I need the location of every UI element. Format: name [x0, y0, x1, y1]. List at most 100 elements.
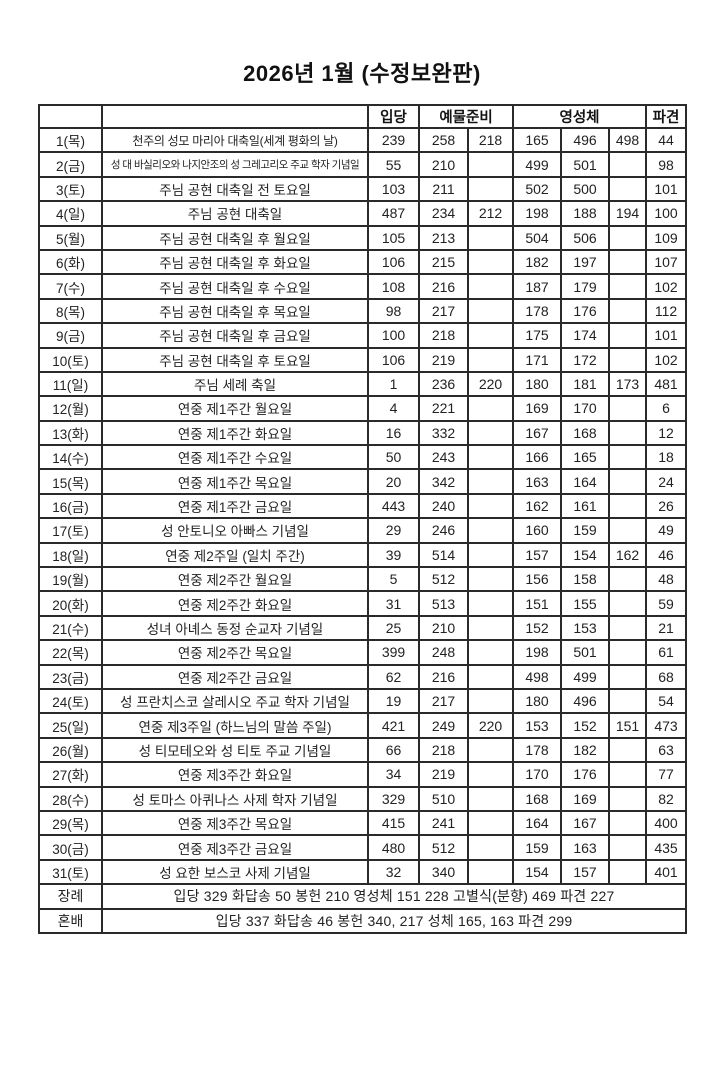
hymn-cell: 243	[418, 444, 469, 471]
table-row: 3(토) 주님 공현 대축일 전 토요일 103 211 502 500 101	[38, 175, 687, 203]
hymn-cell: 158	[560, 566, 610, 593]
day-cell: 24(토)	[38, 687, 103, 715]
feast-cell: 연중 제1주간 화요일	[101, 419, 369, 447]
hymn-cell: 159	[512, 834, 562, 861]
hymn-cell: 24	[645, 468, 687, 495]
hymn-cell: 151	[512, 590, 562, 617]
hymn-cell: 152	[512, 614, 562, 642]
hymn-cell: 16	[367, 419, 420, 447]
hymn-cell: 510	[418, 785, 469, 812]
hymn-cell	[608, 468, 647, 495]
feast-cell: 연중 제1주간 목요일	[101, 468, 369, 495]
hymn-cell: 182	[560, 736, 610, 764]
table-row: 15(목) 연중 제1주간 목요일 20 342 163 164 24	[38, 468, 687, 495]
hymn-cell: 107	[645, 248, 687, 276]
hymn-cell: 506	[560, 224, 610, 251]
hymn-cell: 221	[418, 395, 469, 422]
hymn-cell: 112	[645, 297, 687, 325]
table-row: 13(화) 연중 제1주간 화요일 16 332 167 168 12	[38, 419, 687, 447]
day-cell: 13(화)	[38, 419, 103, 447]
hymn-cell: 210	[418, 614, 469, 642]
feast-cell: 주님 공현 대축일 후 목요일	[101, 297, 369, 325]
hymn-cell: 77	[645, 761, 687, 788]
hymn-cell: 180	[512, 687, 562, 715]
hymn-cell	[608, 248, 647, 276]
hymn-cell: 240	[418, 492, 469, 520]
feast-cell: 연중 제3주간 화요일	[101, 761, 369, 788]
hymn-cell: 213	[418, 224, 469, 251]
day-cell: 7(수)	[38, 273, 103, 300]
hymn-cell: 216	[418, 663, 469, 691]
hymn-cell	[608, 614, 647, 642]
day-cell: 9(금)	[38, 322, 103, 349]
hymn-cell	[608, 566, 647, 593]
hymn-cell: 212	[467, 200, 514, 227]
hymn-cell: 197	[560, 248, 610, 276]
hymn-cell: 98	[367, 297, 420, 325]
feast-cell: 천주의 성모 마리아 대축일(세계 평화의 날)	[101, 126, 369, 154]
calendar-table-body: 1(목) 천주의 성모 마리아 대축일(세계 평화의 날) 239 258 21…	[38, 126, 687, 886]
hymn-cell	[608, 639, 647, 666]
table-row: 31(토) 성 요한 보스코 사제 기념일 32 340 154 157 401	[38, 858, 687, 886]
table-row: 23(금) 연중 제2주간 금요일 62 216 498 499 68	[38, 663, 687, 691]
day-cell: 1(목)	[38, 126, 103, 154]
hymn-cell: 234	[418, 200, 469, 227]
table-row: 10(토) 주님 공현 대축일 후 토요일 106 219 171 172 10…	[38, 346, 687, 373]
hymn-cell: 176	[560, 297, 610, 325]
hymn-cell: 100	[645, 200, 687, 227]
hymn-cell: 18	[645, 444, 687, 471]
hymn-cell	[467, 785, 514, 812]
hymn-cell	[467, 517, 514, 544]
table-row: 24(토) 성 프란치스코 살레시오 주교 학자 기념일 19 217 180 …	[38, 687, 687, 715]
hymn-cell: 512	[418, 566, 469, 593]
day-cell: 17(토)	[38, 517, 103, 544]
feast-cell: 성 대 바실리오와 나지안조의 성 그레고리오 주교 학자 기념일	[101, 151, 369, 178]
table-row: 22(목) 연중 제2주간 목요일 399 248 198 501 61	[38, 639, 687, 666]
hymn-cell	[608, 151, 647, 178]
hymn-cell: 165	[512, 126, 562, 154]
hymn-cell: 49	[645, 517, 687, 544]
hymn-cell: 164	[560, 468, 610, 495]
hymn-cell: 63	[645, 736, 687, 764]
feast-cell: 연중 제1주간 월요일	[101, 395, 369, 422]
day-cell: 21(수)	[38, 614, 103, 642]
day-cell: 12(월)	[38, 395, 103, 422]
hymn-cell: 514	[418, 541, 469, 569]
day-cell: 28(수)	[38, 785, 103, 812]
hymn-cell: 34	[367, 761, 420, 788]
hymn-cell	[467, 590, 514, 617]
hymn-cell: 152	[560, 712, 610, 739]
day-cell: 31(토)	[38, 858, 103, 886]
hymn-cell	[608, 346, 647, 373]
hymn-cell	[608, 492, 647, 520]
hymn-cell	[467, 175, 514, 203]
feast-cell: 연중 제2주간 금요일	[101, 663, 369, 691]
table-row: 11(일) 주님 세례 축일 1 236 220 180 181 173 481	[38, 370, 687, 398]
feast-cell: 성 토마스 아퀴나스 사제 학자 기념일	[101, 785, 369, 812]
feast-cell: 연중 제3주간 목요일	[101, 809, 369, 837]
hymn-cell: 480	[367, 834, 420, 861]
feast-cell: 연중 제3주간 금요일	[101, 834, 369, 861]
hymn-cell: 173	[608, 370, 647, 398]
hymn-cell: 168	[560, 419, 610, 447]
hymn-cell	[608, 834, 647, 861]
hymn-cell: 39	[367, 541, 420, 569]
hymn-cell: 513	[418, 590, 469, 617]
day-cell: 19(월)	[38, 566, 103, 593]
hymn-cell: 169	[560, 785, 610, 812]
hymn-cell	[608, 517, 647, 544]
hymn-cell: 62	[367, 663, 420, 691]
hymn-cell	[608, 736, 647, 764]
hymn-cell: 187	[512, 273, 562, 300]
hymn-cell: 236	[418, 370, 469, 398]
feast-cell: 주님 공현 대축일 후 토요일	[101, 346, 369, 373]
offertory-column-header: 예물준비	[418, 104, 514, 129]
hymn-cell	[608, 858, 647, 886]
hymn-cell	[608, 224, 647, 251]
table-row: 21(수) 성녀 아녜스 동정 순교자 기념일 25 210 152 153 2…	[38, 614, 687, 642]
hymn-cell: 211	[418, 175, 469, 203]
hymn-cell: 159	[560, 517, 610, 544]
hymn-cell: 170	[560, 395, 610, 422]
hymn-cell: 219	[418, 346, 469, 373]
table-row: 9(금) 주님 공현 대축일 후 금요일 100 218 175 174 101	[38, 322, 687, 349]
